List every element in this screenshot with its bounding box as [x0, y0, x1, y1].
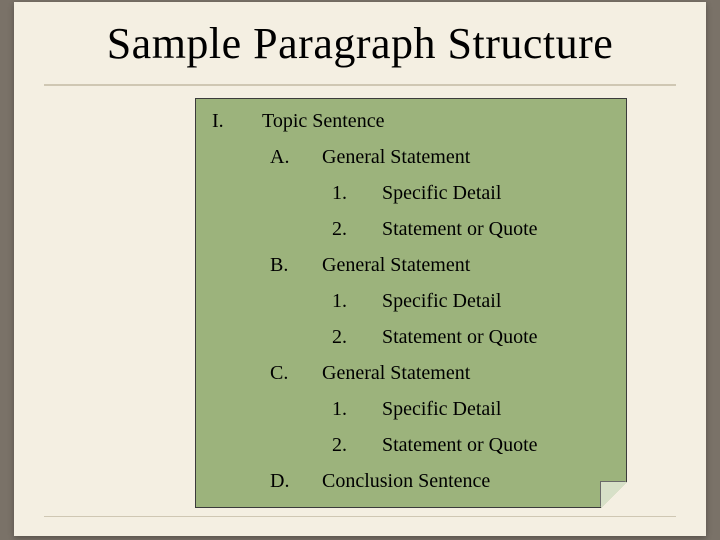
outline-text: Statement or Quote	[382, 219, 538, 239]
outline-marker: 2.	[332, 327, 347, 347]
outline-text: Specific Detail	[382, 183, 501, 203]
outline-text: Conclusion Sentence	[322, 471, 490, 491]
page-curl-icon	[601, 482, 627, 508]
paper-background: Sample Paragraph Structure I. Topic Sent…	[14, 2, 706, 536]
outline-box: I. Topic Sentence A. General Statement 1…	[195, 98, 627, 508]
outline-marker: 1.	[332, 291, 347, 311]
outline-marker: A.	[270, 147, 289, 167]
outline-marker: 1.	[332, 183, 347, 203]
outline-text: General Statement	[322, 255, 470, 275]
outline-text: Statement or Quote	[382, 435, 538, 455]
outline-text: General Statement	[322, 147, 470, 167]
outline-marker: 2.	[332, 219, 347, 239]
rule-line-top	[44, 84, 676, 86]
outline-marker: D.	[270, 471, 289, 491]
rule-line-bottom	[44, 516, 676, 517]
slide-title: Sample Paragraph Structure	[14, 18, 706, 69]
outline-marker: I.	[212, 111, 224, 131]
outline-text: Specific Detail	[382, 399, 501, 419]
outline-marker: B.	[270, 255, 288, 275]
outline-text: General Statement	[322, 363, 470, 383]
outline-text: Statement or Quote	[382, 327, 538, 347]
outline-marker: 2.	[332, 435, 347, 455]
outline-text: Specific Detail	[382, 291, 501, 311]
outline-marker: C.	[270, 363, 288, 383]
outline-marker: 1.	[332, 399, 347, 419]
outline-text: Topic Sentence	[262, 111, 384, 131]
